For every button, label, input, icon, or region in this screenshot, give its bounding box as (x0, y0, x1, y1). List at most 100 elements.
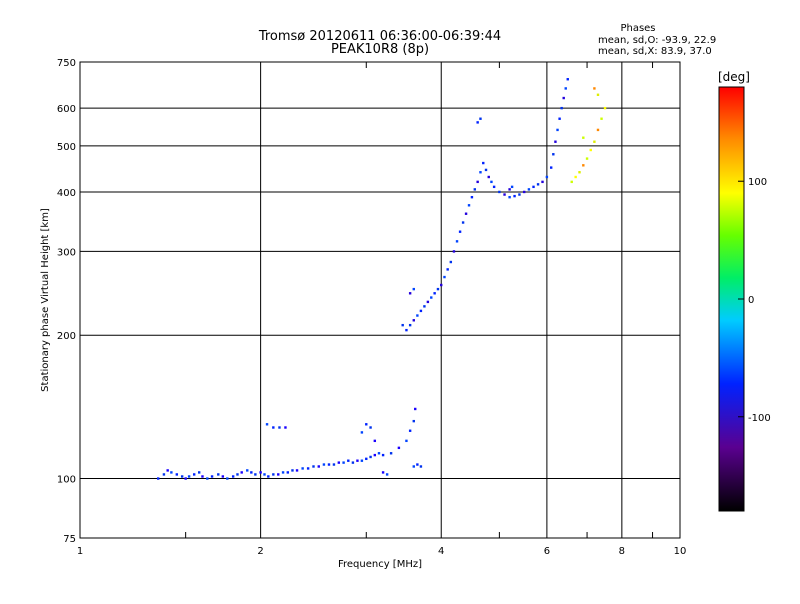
data-point (564, 87, 567, 90)
data-point (455, 240, 459, 243)
data-point (175, 473, 179, 476)
x-tick-label: 8 (619, 546, 625, 557)
phases-title: Phases (620, 23, 655, 34)
data-point (476, 180, 479, 184)
data-point (295, 469, 299, 472)
data-point (254, 473, 257, 476)
y-axis-ticks: 75 100 200 300 400 500 600 750 (57, 58, 76, 545)
data-point (464, 212, 468, 215)
data-point (574, 175, 577, 179)
data-point (397, 446, 401, 450)
data-point (513, 194, 516, 198)
data-point (408, 323, 412, 327)
data-point (518, 193, 521, 196)
data-point (484, 168, 488, 172)
data-point (503, 193, 506, 196)
colorbar-tick-label: 100 (748, 177, 767, 188)
data-point (532, 185, 535, 189)
data-point (589, 148, 592, 152)
data-point (281, 471, 285, 474)
data-point (600, 117, 603, 120)
data-point (545, 175, 549, 179)
x-tick-label: 1 (77, 546, 83, 557)
data-point (405, 439, 408, 443)
data-point (426, 300, 430, 304)
y-tick-label: 200 (57, 331, 76, 342)
data-point (479, 171, 482, 174)
x-tick-label: 2 (257, 546, 263, 557)
data-point (385, 473, 389, 476)
data-point (226, 477, 229, 480)
data-point (508, 195, 511, 199)
data-point (412, 287, 415, 291)
data-point (217, 473, 220, 476)
colorbar-label: [deg] (718, 70, 750, 84)
data-point (552, 153, 555, 156)
y-tick-label: 300 (57, 247, 76, 258)
data-point (284, 426, 287, 429)
data-point (490, 180, 493, 184)
data-point (342, 461, 345, 464)
y-tick-label: 75 (63, 534, 76, 545)
data-point (369, 455, 372, 459)
data-point (570, 180, 573, 184)
data-point (433, 292, 436, 295)
data-point (301, 467, 304, 470)
data-point (558, 117, 561, 120)
data-point (449, 260, 453, 264)
data-point (412, 465, 415, 468)
data-point (443, 275, 446, 279)
data-point (536, 183, 540, 186)
data-point (381, 453, 385, 457)
data-point (405, 328, 408, 332)
data-point (562, 96, 565, 100)
colorbar-ticks: 100 0 -100 (738, 177, 771, 424)
data-point (272, 473, 275, 476)
data-point (560, 106, 563, 110)
data-point (351, 461, 355, 464)
data-point (541, 180, 544, 184)
data-point (419, 309, 423, 313)
data-point (192, 473, 196, 476)
phases-line-o: mean, sd,O: -93.9, 22.9 (598, 35, 716, 46)
data-point (487, 175, 490, 179)
data-point (157, 477, 160, 480)
data-point (360, 459, 364, 462)
data-point (377, 452, 381, 455)
data-point (332, 463, 336, 466)
data-point (278, 426, 281, 429)
data-point (369, 426, 372, 429)
data-point (272, 426, 275, 429)
data-point (412, 419, 415, 423)
data-point (416, 463, 419, 466)
data-point (430, 296, 433, 299)
data-point (277, 473, 280, 476)
data-point (498, 190, 501, 194)
data-point (414, 407, 417, 411)
chart-title: Tromsø 20120611 06:36:00-06:39:44 (258, 29, 501, 44)
data-point (236, 473, 239, 476)
chart-subtitle: PEAK10R8 (8p) (331, 42, 429, 57)
data-point (365, 423, 368, 426)
data-point (436, 287, 440, 291)
grid-lines (80, 62, 680, 538)
data-point (291, 469, 294, 472)
data-point (408, 292, 412, 295)
data-point (401, 323, 404, 327)
data-point (250, 471, 253, 474)
data-point (197, 471, 201, 474)
data-point (482, 161, 485, 165)
data-point (206, 477, 209, 480)
data-point (596, 128, 600, 132)
data-point (419, 465, 423, 468)
y-tick-label: 500 (57, 142, 76, 153)
data-point (510, 185, 514, 189)
data-point (162, 473, 166, 476)
data-point (479, 117, 482, 120)
data-point (412, 319, 415, 322)
data-point (381, 471, 385, 474)
x-tick-label: 10 (674, 546, 687, 557)
data-point (187, 475, 191, 478)
data-point (265, 423, 269, 426)
